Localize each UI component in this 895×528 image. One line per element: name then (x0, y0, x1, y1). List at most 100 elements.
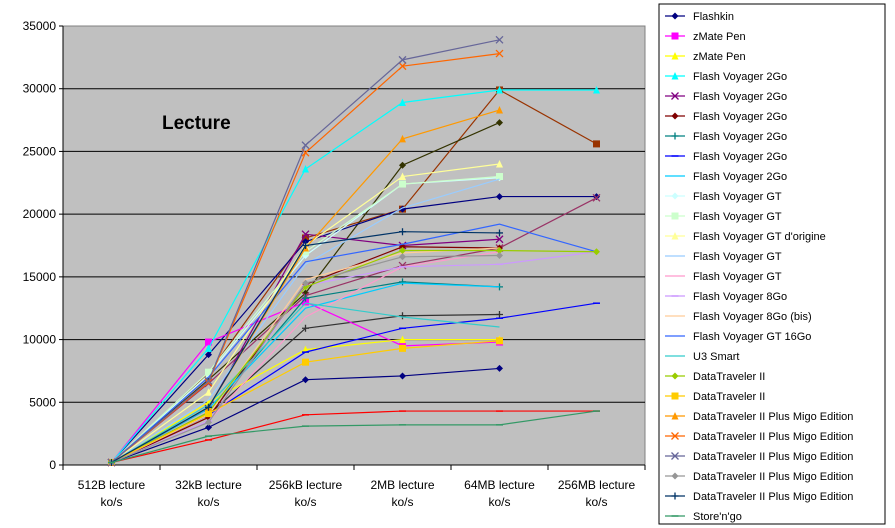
data-point (496, 119, 503, 127)
legend-item: DataTraveler II (665, 371, 765, 383)
data-point (671, 192, 679, 200)
data-point (302, 358, 309, 366)
data-point (496, 159, 503, 168)
legend-label: Flash Voyager 2Go (693, 91, 787, 103)
y-tick-label: 25000 (23, 144, 57, 158)
data-point (205, 410, 212, 418)
x-tick-label: ko/s (100, 495, 122, 509)
y-tick-label: 20000 (23, 207, 57, 221)
series-path (111, 251, 597, 464)
legend-item: Flash Voyager GT (665, 251, 782, 263)
y-tick-label: 0 (49, 458, 56, 472)
data-point (399, 180, 406, 188)
data-point (671, 32, 679, 40)
legend-item: Flash Voyager 2Go (665, 111, 787, 123)
data-point (592, 193, 601, 202)
y-tick-label: 15000 (23, 270, 57, 284)
legend-label: zMate Pen (693, 51, 746, 63)
legend-label: DataTraveler II (693, 371, 765, 383)
data-point (301, 230, 310, 239)
data-point (496, 337, 503, 345)
data-point (496, 364, 503, 372)
data-point (496, 252, 503, 260)
data-point (302, 279, 309, 287)
x-tick-label: 256kB lecture (269, 478, 343, 492)
legend-label: Flash Voyager 8Go (bis) (693, 311, 812, 323)
data-point (495, 35, 504, 44)
data-point (302, 324, 309, 332)
y-tick-label: 30000 (23, 82, 57, 96)
data-point (593, 248, 600, 256)
series-path (111, 247, 500, 464)
data-point (205, 338, 212, 346)
legend-label: DataTraveler II (693, 391, 765, 403)
y-tick-label: 35000 (23, 19, 57, 33)
x-tick-label: ko/s (585, 495, 607, 509)
data-point (671, 412, 679, 420)
data-point (496, 173, 503, 181)
series-path (111, 195, 597, 463)
data-point (671, 52, 679, 60)
legend-label: Flash Voyager GT (693, 271, 782, 283)
data-point (301, 141, 310, 150)
legend-box (658, 3, 886, 525)
legend-label: Flash Voyager GT 16Go (693, 331, 811, 343)
data-point (302, 298, 309, 306)
y-axis: 0 5000 10000 15000 20000 25000 30000 35000 (23, 19, 64, 472)
data-point (671, 432, 679, 440)
x-tick-label: 256MB lecture (558, 478, 636, 492)
legend-item: DataTraveler II Plus Migo Edition (665, 431, 853, 443)
legend-item: Flash Voyager GT d'origine (665, 231, 826, 243)
data-point (399, 247, 406, 255)
legend-label: DataTraveler II Plus Migo Edition (693, 471, 853, 483)
data-point (671, 392, 679, 400)
x-tick-label: 2MB lecture (370, 478, 434, 492)
data-point (205, 388, 212, 396)
series-path (111, 178, 500, 463)
series-path (111, 249, 597, 464)
data-point (399, 278, 406, 286)
legend-label: Flash Voyager 2Go (693, 151, 787, 163)
data-point (399, 134, 406, 143)
legend-item: U3 Smart (665, 351, 739, 363)
legend-label: U3 Smart (693, 351, 739, 363)
legend-label: Flash Voyager 8Go (693, 291, 787, 303)
data-point (204, 377, 213, 385)
data-point (399, 372, 406, 380)
legend-label: DataTraveler II Plus Migo Edition (693, 491, 853, 503)
legend-label: Flashkin (693, 11, 734, 23)
legend-item: Flash Voyager 2Go (665, 91, 787, 103)
legend-label: Flash Voyager 2Go (693, 111, 787, 123)
data-point (495, 49, 504, 58)
series-line (111, 302, 500, 464)
data-point (671, 492, 679, 500)
data-point (399, 161, 406, 169)
legend-item: Flash Voyager GT (665, 191, 782, 203)
data-point (671, 472, 679, 480)
x-tick-label: 32kB lecture (175, 478, 242, 492)
chart-title: Lecture (162, 113, 231, 134)
series-group (107, 35, 601, 467)
data-point (205, 344, 212, 352)
data-point (205, 418, 212, 426)
legend-label: Flash Voyager GT d'origine (693, 231, 826, 243)
series-path (111, 223, 597, 463)
data-point (398, 62, 407, 71)
plot-area (62, 25, 646, 466)
data-point (302, 242, 309, 249)
series-path (111, 89, 597, 463)
legend-item: Flash Voyager GT 16Go (665, 331, 811, 343)
y-tick-label: 5000 (29, 395, 56, 409)
x-tick-label: ko/s (294, 495, 316, 509)
series-path (111, 410, 597, 464)
series-path (111, 282, 500, 464)
series-line (111, 223, 597, 463)
legend-item: zMate Pen (665, 51, 746, 63)
x-tick-label: ko/s (391, 495, 413, 509)
legend-label: Store'n'go (693, 511, 742, 523)
data-point (399, 172, 406, 181)
legend-item: DataTraveler II Plus Migo Edition (665, 451, 853, 463)
data-point (496, 85, 503, 94)
x-tick-label: 64MB lecture (464, 478, 535, 492)
